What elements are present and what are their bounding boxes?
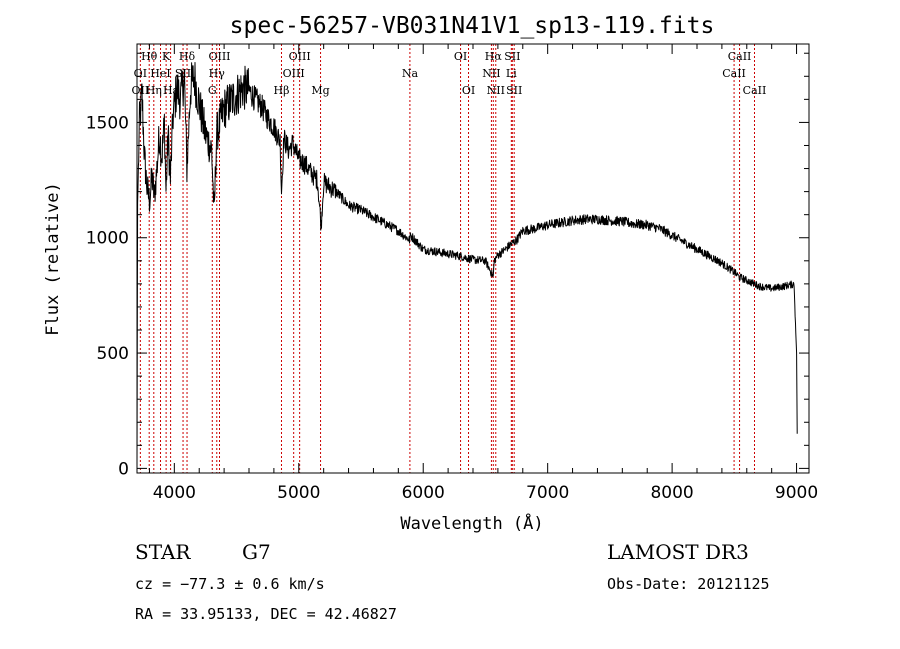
- x-axis-ticks: 4000 5000 6000 7000 8000 9000: [148, 44, 818, 503]
- chart-title: spec-56257-VB031N41V1_sp13-119.fits: [230, 13, 715, 39]
- spectral-line-label: K: [162, 50, 171, 63]
- spectral-line-label: OI: [134, 67, 147, 80]
- x-tick-label: 4000: [153, 483, 196, 503]
- y-tick-label: 1000: [86, 229, 129, 249]
- spectral-line-label: OII: [132, 84, 150, 97]
- spectrum-line: [136, 62, 798, 464]
- y-axis-label: Flux (relative): [43, 182, 63, 336]
- y-axis-ticks: 0 500 1000 1500: [86, 52, 809, 479]
- obs-date: Obs-Date: 20121125: [607, 575, 770, 593]
- spectral-line-label: CaII: [743, 84, 767, 97]
- x-tick-label: 8000: [650, 483, 693, 503]
- spectral-line-label: Hγ: [209, 67, 226, 80]
- spectral-line-label: NII: [482, 67, 500, 80]
- spectral-line-label: Li: [506, 67, 517, 80]
- x-tick-label: 5000: [277, 483, 320, 503]
- spectral-line-label: Hα: [485, 50, 503, 63]
- spectral-line-label: G: [208, 84, 217, 97]
- x-tick-label: 7000: [526, 483, 569, 503]
- redshift-info: cz = −77.3 ± 0.6 km/s: [135, 575, 325, 593]
- x-tick-label: 9000: [775, 483, 818, 503]
- spectral-line-markers: [139, 44, 755, 473]
- spectral-line-label: SII: [504, 50, 520, 63]
- x-axis-label: Wavelength (Å): [400, 512, 543, 534]
- spectral-line-label: OIII: [289, 50, 311, 63]
- spectral-line-label: OI: [462, 84, 475, 97]
- spectral-line-label: OIII: [208, 50, 230, 63]
- y-tick-label: 1500: [86, 113, 129, 133]
- spectral-line-label: OIII: [283, 67, 305, 80]
- survey-name: LAMOST DR3: [607, 540, 749, 564]
- spectral-line-label: Mg: [311, 84, 329, 97]
- spectral-line-label: Na: [402, 67, 419, 80]
- spectral-line-label: SII: [506, 84, 522, 97]
- spectral-line-label: NII: [487, 84, 505, 97]
- x-tick-label: 6000: [402, 483, 445, 503]
- spectral-line-label: Hδ: [179, 50, 196, 63]
- y-tick-label: 500: [97, 344, 129, 364]
- object-class: STAR: [135, 540, 191, 564]
- spectral-line-label: Hβ: [274, 84, 290, 97]
- spectral-line-label: CaII: [722, 67, 746, 80]
- spectral-line-label: HeI: [150, 67, 170, 80]
- spectral-line-label: OI: [454, 50, 467, 63]
- object-subclass: G7: [242, 540, 271, 564]
- spectral-line-label: Hη: [146, 84, 162, 97]
- coordinates: RA = 33.95133, DEC = 42.46827: [135, 605, 397, 623]
- y-tick-label: 0: [118, 459, 129, 479]
- spectral-line-label: Hθ: [141, 50, 158, 63]
- spectral-line-label: SII: [175, 67, 191, 80]
- spectral-line-label: CaII: [728, 50, 752, 63]
